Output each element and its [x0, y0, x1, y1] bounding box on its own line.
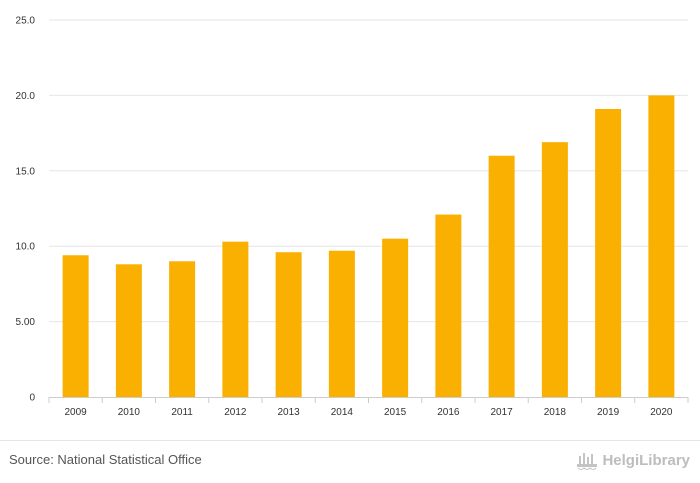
- chart-area: 0 5.00 10.0 15.0 20.0 25.0 2009 2010 2011 2012 20…: [16, 16, 689, 418]
- x-tick-label: 2020: [650, 407, 673, 418]
- x-tick-label: 2013: [278, 407, 301, 418]
- bar-2010[interactable]: [115, 264, 142, 397]
- x-tick-label: 2017: [491, 407, 514, 418]
- source-note: Source: National Statistical Office: [9, 452, 202, 467]
- x-axis: 2009 2010 2011 2012 2013 2014 2015 2016 2017 2018…: [48, 397, 689, 418]
- x-tick-label: 2012: [224, 407, 247, 418]
- y-tick-label: 0: [29, 393, 35, 404]
- x-tick-label: 2018: [544, 407, 567, 418]
- bar-2009[interactable]: [62, 255, 89, 397]
- y-tick-label: 20.0: [16, 91, 36, 102]
- x-tick-label: 2009: [65, 407, 88, 418]
- x-tick-label: 2019: [597, 407, 620, 418]
- chart-footer: Source: National Statistical Office Helg…: [0, 440, 700, 483]
- y-tick-label: 10.0: [16, 242, 36, 253]
- bar-2015[interactable]: [382, 238, 409, 397]
- bar-2020[interactable]: [648, 95, 675, 398]
- logo-text: HelgiLibrary: [602, 451, 690, 469]
- bar-2016[interactable]: [435, 214, 462, 397]
- bar-2013[interactable]: [275, 252, 302, 397]
- bar-2014[interactable]: [328, 250, 355, 397]
- x-tick-label: 2014: [331, 407, 354, 418]
- x-tick-label: 2016: [437, 407, 460, 418]
- x-tick-label: 2010: [118, 407, 141, 418]
- helgi-library-logo[interactable]: HelgiLibrary: [576, 450, 690, 470]
- y-tick-label: 15.0: [16, 166, 36, 177]
- bar-2012[interactable]: [222, 241, 249, 397]
- bar-2018[interactable]: [541, 142, 568, 397]
- x-tick-label: 2011: [171, 407, 193, 418]
- bars: [62, 95, 675, 398]
- y-tick-label: 25.0: [16, 16, 36, 27]
- grid-lines: [49, 19, 688, 323]
- helgi-library-logo-icon: [577, 453, 598, 470]
- y-axis-tick-labels: 0 5.00 10.0 15.0 20.0 25.0: [16, 16, 36, 404]
- bar-2019[interactable]: [595, 108, 622, 398]
- y-tick-label: 5.00: [16, 317, 36, 328]
- bar-2011[interactable]: [169, 261, 196, 397]
- bar-2017[interactable]: [488, 155, 515, 397]
- x-tick-label: 2015: [384, 407, 407, 418]
